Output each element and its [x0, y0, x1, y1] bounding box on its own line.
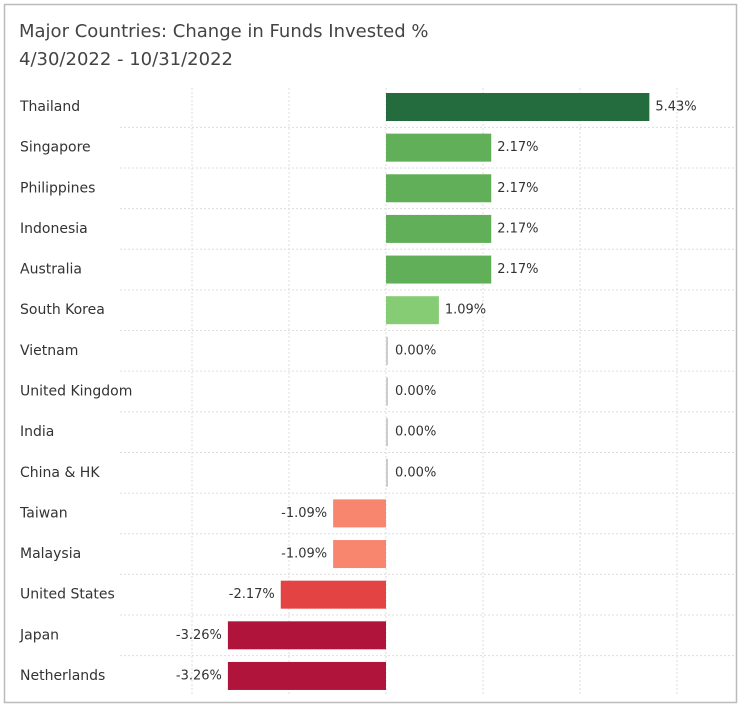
category-label: Taiwan [19, 505, 68, 521]
bar [386, 255, 492, 284]
bar [386, 93, 650, 121]
value-label: 5.43% [655, 100, 696, 115]
value-label: -1.09% [281, 506, 327, 521]
bar [386, 133, 492, 162]
value-label: -3.26% [176, 628, 222, 643]
value-label: 2.17% [497, 221, 538, 236]
value-label: -3.26% [176, 668, 222, 683]
value-label: 0.00% [395, 425, 436, 440]
category-label: India [20, 424, 54, 440]
value-label: 0.00% [395, 465, 436, 480]
bar [386, 174, 492, 203]
bar [386, 296, 439, 325]
category-label: South Korea [20, 302, 105, 318]
value-label: 0.00% [395, 343, 436, 358]
category-label: Japan [19, 627, 59, 643]
chart-title: Major Countries: Change in Funds Investe… [19, 21, 428, 42]
bar [386, 418, 388, 447]
category-label: Malaysia [20, 546, 81, 562]
bar [333, 499, 386, 528]
category-label: Indonesia [20, 221, 88, 237]
value-label: 1.09% [445, 303, 486, 318]
bar [386, 458, 388, 487]
category-label: United Kingdom [20, 383, 132, 399]
bar [227, 661, 386, 690]
value-label: 0.00% [395, 384, 436, 399]
value-label: -2.17% [229, 587, 275, 602]
bar [333, 540, 386, 569]
value-label: 2.17% [497, 262, 538, 277]
category-label: Singapore [20, 140, 91, 156]
category-label: Philippines [20, 180, 95, 196]
category-label: Australia [20, 262, 82, 278]
category-label: United States [20, 587, 115, 603]
bar [386, 336, 388, 365]
category-label: Netherlands [20, 668, 105, 684]
bar [386, 214, 492, 243]
category-label: Vietnam [20, 343, 78, 359]
value-label: 2.17% [497, 181, 538, 196]
category-label: Thailand [19, 99, 80, 115]
category-label: China & HK [20, 465, 100, 481]
bar [280, 580, 386, 609]
bar [227, 621, 386, 650]
value-label: 2.17% [497, 140, 538, 155]
chart-subtitle: 4/30/2022 - 10/31/2022 [19, 49, 233, 70]
value-label: -1.09% [281, 547, 327, 562]
bar [386, 377, 388, 406]
